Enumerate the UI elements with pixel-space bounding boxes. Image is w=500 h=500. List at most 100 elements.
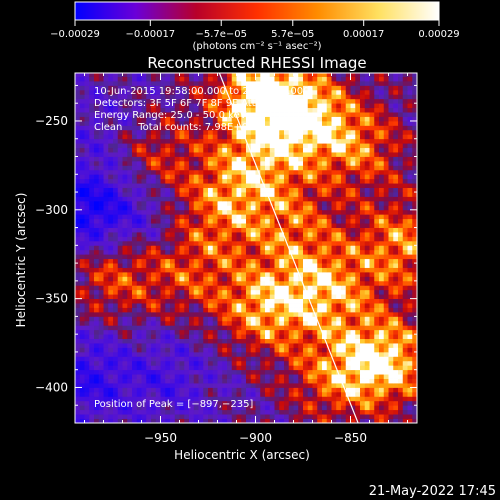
heatmap-cell: [79, 343, 85, 348]
heatmap-cell: [122, 276, 128, 282]
heatmap-cell: [208, 263, 214, 268]
heatmap-cell: [75, 218, 81, 224]
heatmap-cell: [217, 147, 223, 153]
heatmap-cell: [217, 334, 223, 340]
heatmap-cell: [407, 343, 413, 348]
heatmap-cell: [160, 338, 166, 344]
heatmap-cell: [146, 374, 152, 379]
heatmap-cell: [250, 396, 256, 402]
heatmap-cell: [79, 374, 85, 379]
heatmap-cell: [132, 160, 138, 166]
heatmap-cell: [179, 396, 185, 402]
heatmap-cell: [160, 218, 166, 224]
heatmap-cell: [217, 298, 223, 304]
heatmap-cell: [265, 138, 271, 144]
heatmap-cell: [79, 360, 85, 366]
heatmap-cell: [184, 249, 190, 255]
heatmap-cell: [274, 240, 280, 246]
heatmap-cell: [155, 289, 161, 295]
heatmap-cell: [274, 120, 280, 126]
heatmap-cell: [151, 236, 157, 242]
heatmap-cell: [322, 347, 328, 353]
heatmap-cell: [284, 347, 290, 353]
heatmap-cell: [288, 205, 294, 211]
heatmap-cell: [132, 307, 138, 313]
heatmap-cell: [402, 391, 408, 397]
heatmap-cell: [383, 271, 389, 277]
heatmap-cell: [117, 294, 123, 300]
heatmap-cell: [117, 245, 123, 251]
heatmap-cell: [298, 138, 304, 144]
heatmap-cell: [322, 236, 328, 242]
heatmap-cell: [307, 192, 313, 197]
heatmap-cell: [317, 285, 323, 291]
heatmap-cell: [189, 351, 195, 357]
heatmap-cell: [193, 245, 199, 251]
heatmap-cell: [250, 400, 256, 406]
colorbar-tick-label: −0.00017: [125, 29, 175, 40]
heatmap-cell: [269, 276, 275, 282]
heatmap-cell: [122, 156, 128, 162]
heatmap-cell: [212, 343, 218, 348]
heatmap-cell: [231, 129, 237, 135]
heatmap-cell: [246, 405, 252, 411]
heatmap-cell: [393, 218, 399, 224]
heatmap-cell: [260, 214, 266, 220]
heatmap-cell: [379, 249, 385, 255]
heatmap-cell: [212, 129, 218, 135]
heatmap-cell: [151, 276, 157, 282]
heatmap-cell: [217, 196, 223, 202]
heatmap-cell: [75, 245, 81, 251]
heatmap-cell: [89, 294, 95, 300]
heatmap-cell: [379, 183, 385, 188]
heatmap-cell: [179, 311, 185, 317]
heatmap-cell: [198, 289, 204, 295]
heatmap-cell: [170, 391, 176, 397]
heatmap-cell: [274, 329, 280, 335]
heatmap-cell: [141, 391, 147, 397]
heatmap-cell: [141, 245, 147, 251]
heatmap-cell: [326, 160, 332, 166]
heatmap-cell: [217, 232, 223, 237]
heatmap-cell: [398, 254, 404, 260]
heatmap-cell: [208, 214, 214, 220]
heatmap-cell: [94, 329, 100, 335]
heatmap-cell: [293, 192, 299, 197]
heatmap-cell: [231, 152, 237, 157]
heatmap-cell: [117, 192, 123, 197]
heatmap-cell: [75, 347, 81, 353]
heatmap-cell: [84, 400, 90, 406]
heatmap-cell: [151, 240, 157, 246]
heatmap-cell: [312, 307, 318, 313]
heatmap-cell: [312, 298, 318, 304]
heatmap-cell: [383, 334, 389, 340]
heatmap-cell: [146, 276, 152, 282]
heatmap-cell: [127, 143, 133, 149]
heatmap-cell: [407, 223, 413, 228]
heatmap-cell: [98, 223, 104, 228]
heatmap-cell: [212, 147, 218, 153]
heatmap-cell: [184, 209, 190, 215]
heatmap-cell: [288, 165, 294, 171]
heatmap-cell: [241, 365, 247, 371]
heatmap-cell: [179, 347, 185, 353]
heatmap-cell: [279, 120, 285, 126]
heatmap-cell: [122, 218, 128, 224]
heatmap-cell: [217, 223, 223, 228]
heatmap-cell: [402, 276, 408, 282]
heatmap-cell: [355, 245, 361, 251]
heatmap-cell: [227, 267, 233, 273]
heatmap-cell: [241, 307, 247, 313]
heatmap-cell: [174, 263, 180, 268]
heatmap-cell: [341, 129, 347, 135]
heatmap-cell: [113, 147, 119, 153]
heatmap-cell: [345, 165, 351, 171]
heatmap-cells: [75, 73, 417, 423]
heatmap-cell: [336, 196, 342, 202]
heatmap-cell: [174, 120, 180, 126]
heatmap-cell: [298, 267, 304, 273]
heatmap-cell: [260, 236, 266, 242]
heatmap-cell: [293, 125, 299, 131]
heatmap-cell: [326, 209, 332, 215]
colorbar-tick-label: −5.7e−05: [195, 29, 247, 40]
